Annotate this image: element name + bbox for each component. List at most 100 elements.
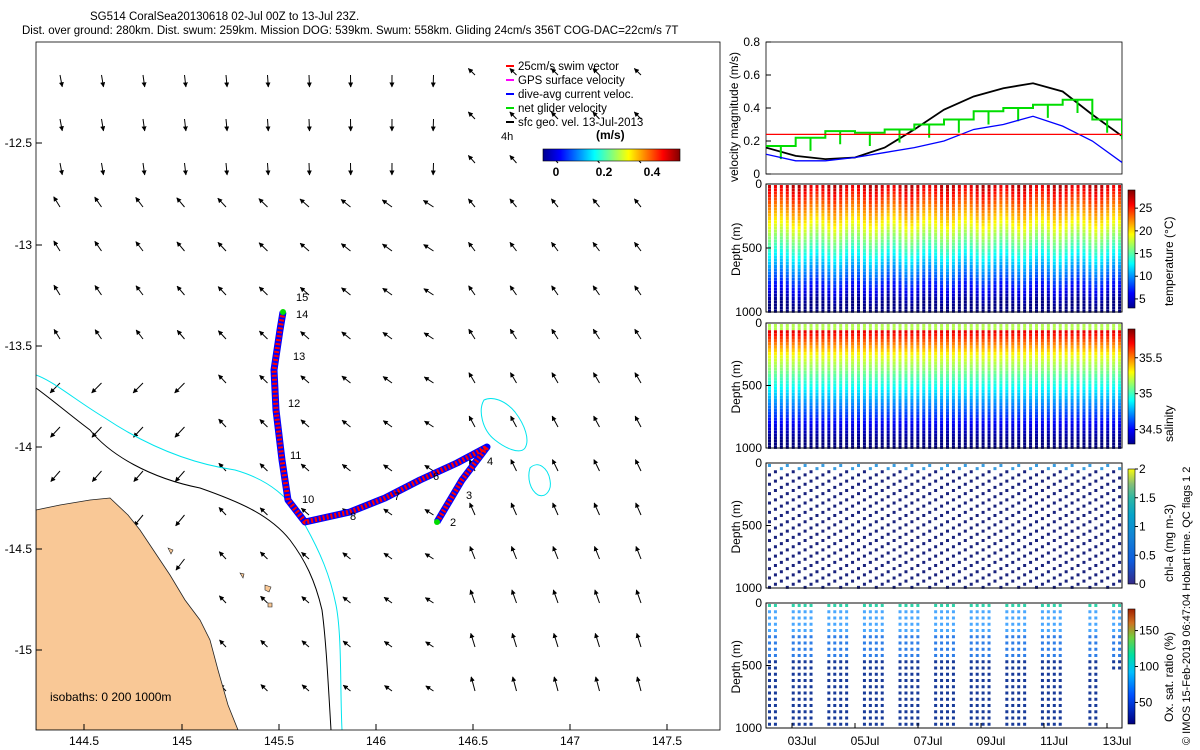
section-sample-dot: [969, 370, 973, 374]
section-sample-dot: [1064, 342, 1068, 346]
section-sample-dot: [963, 236, 967, 240]
section-sample-dot: [827, 433, 831, 437]
section-sample-dot: [916, 201, 920, 204]
section-sample-dot: [839, 300, 843, 304]
section-sample-dot: [987, 427, 991, 431]
section-sample-dot: [898, 207, 902, 211]
section-sample-dot: [957, 242, 961, 246]
section-sample-dot: [1100, 210, 1104, 214]
section-sample-dot: [916, 303, 920, 307]
section-sample-dot: [1070, 442, 1074, 446]
section-sample-dot: [934, 303, 938, 307]
section-sample-dot: [868, 374, 872, 377]
section-sample-dot: [1017, 197, 1021, 201]
section-sample-dot: [1005, 411, 1009, 415]
section-sample-dot: [1023, 405, 1027, 409]
section-sample-dot: [946, 306, 949, 310]
section-sample-dot: [993, 370, 997, 374]
section-sample-dot: [999, 445, 1003, 449]
section-sample-dot: [1070, 380, 1074, 384]
section-sample-dot: [857, 324, 860, 327]
section-sample-dot: [1029, 274, 1033, 278]
section-sample-dot: [1023, 255, 1027, 259]
section-sample-dot: [1064, 339, 1068, 343]
section-sample-dot: [1046, 249, 1050, 252]
geo-velocity-arrow: [633, 68, 642, 76]
section-sample-dot: [1118, 271, 1122, 275]
section-sample-dot: [815, 239, 819, 243]
section-sample-dot: [957, 427, 961, 431]
section-sample-dot: [880, 252, 884, 256]
section-sample-dot: [987, 333, 991, 337]
section-sample-dot: [1052, 265, 1056, 268]
section-sample-dot: [1088, 258, 1092, 262]
section-sample-dot: [904, 427, 908, 431]
section-sample-dot: [874, 342, 878, 346]
section-sample-dot: [1040, 194, 1044, 198]
section-sample-dot: [916, 420, 920, 424]
section-sample-dot: [785, 242, 789, 246]
section-sample-dot: [916, 255, 920, 259]
section-sample-dot: [1017, 330, 1021, 334]
section-sample-dot: [987, 430, 991, 434]
section-sample-dot: [857, 297, 860, 300]
section-sample-dot: [1029, 402, 1033, 406]
section-sample-dot: [791, 355, 795, 359]
section-sample-dot: [839, 268, 843, 272]
geo-velocity-arrow: [217, 286, 227, 296]
section-sample-dot: [1029, 239, 1033, 243]
section-sample-dot: [803, 204, 807, 208]
section-sample-dot: [1029, 339, 1033, 343]
section-sample-dot: [963, 370, 967, 374]
section-sample-dot: [910, 223, 914, 227]
section-sample-dot: [773, 405, 777, 409]
section-sample-dot: [880, 405, 884, 409]
section-sample-dot: [963, 339, 967, 343]
section-sample-dot: [910, 439, 914, 443]
section-sample-dot: [839, 395, 843, 399]
geo-velocity-arrow: [260, 640, 268, 648]
section-sample-dot: [1035, 402, 1038, 406]
section-sample-dot: [993, 242, 997, 246]
section-sample-dot: [946, 336, 949, 340]
section-sample-dot: [839, 433, 843, 437]
section-sample-dot: [1023, 207, 1027, 211]
section-sample-dot: [1011, 207, 1015, 211]
section-sample-dot: [1035, 194, 1038, 198]
section-sample-dot: [957, 284, 961, 288]
section-sample-dot: [791, 433, 795, 437]
section-sample-dot: [1088, 433, 1092, 437]
section-sample-dot: [1011, 355, 1015, 359]
section-sample-dot: [898, 336, 902, 340]
section-sample-dot: [987, 405, 991, 409]
section-sample-dot: [797, 281, 801, 284]
geo-velocity-arrow: [176, 285, 185, 296]
section-sample-dot: [993, 239, 997, 243]
section-sample-dot: [1076, 303, 1080, 307]
section-sample-dot: [951, 297, 955, 300]
section-sample-dot: [779, 361, 783, 365]
section-sample-dot: [880, 300, 884, 304]
section-sample-dot: [857, 252, 860, 256]
section-sample-dot: [981, 297, 985, 300]
section-sample-dot: [898, 204, 902, 208]
section-sample-dot: [845, 274, 849, 278]
section-sample-dot: [1088, 445, 1092, 449]
section-sample-dot: [768, 442, 771, 446]
section-sample-dot: [886, 380, 890, 384]
section-sample-dot: [904, 442, 908, 446]
section-sample-dot: [1100, 336, 1104, 340]
section-sample-dot: [963, 345, 967, 349]
geo-velocity-arrow: [511, 632, 517, 648]
section-sample-dot: [910, 226, 914, 230]
lat-tick-label: -14.5: [5, 542, 33, 556]
section-sample-dot: [1070, 436, 1074, 440]
section-sample-dot: [987, 377, 991, 381]
section-sample-dot: [857, 333, 860, 337]
section-sample-dot: [1058, 281, 1062, 284]
section-sample-dot: [892, 445, 896, 449]
section-sample-dot: [779, 392, 783, 396]
section-sample-dot: [874, 226, 878, 230]
section-sample-dot: [940, 377, 944, 381]
section-sample-dot: [1094, 339, 1098, 343]
